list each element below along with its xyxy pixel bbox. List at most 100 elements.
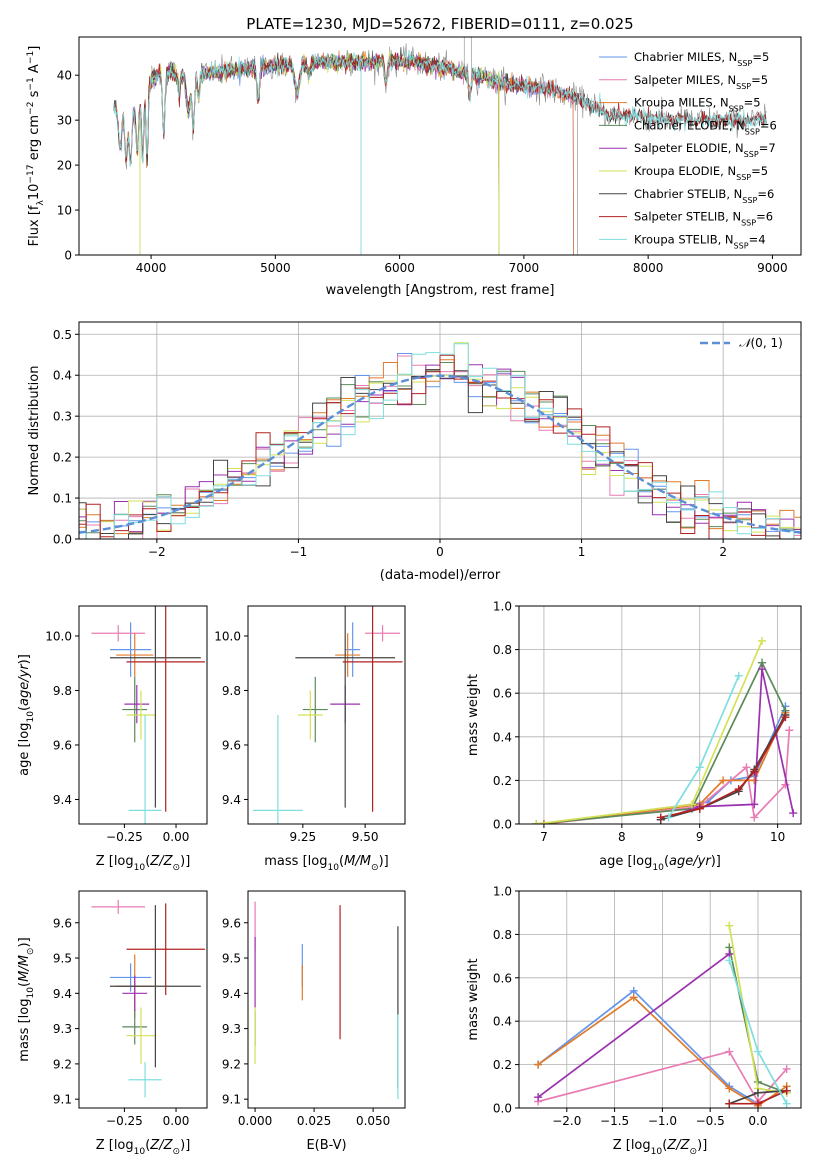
legend-label: Salpeter ELODIE, NSSP=7 — [634, 141, 776, 159]
weight-line — [537, 953, 730, 1098]
weight-marker — [532, 820, 541, 824]
weight-marker — [785, 726, 794, 735]
x-axis-label: Z [log10(Z/Z⊙)] — [96, 1138, 191, 1157]
legend-label: Chabrier MILES, NSSP=5 — [634, 50, 769, 68]
x-tick-label: 8 — [618, 830, 626, 844]
x-tick-label: 9 — [696, 830, 704, 844]
model-spectrum-line — [138, 50, 500, 255]
y-tick-label: 9.4 — [53, 793, 72, 807]
weight-marker — [750, 800, 759, 809]
normal-reference-line — [79, 374, 801, 534]
mass-vs-ebv-panel: 0.000 0.025 0.050 9.1 9.2 9.3 9.4 9.5 9.6 E(B-V) — [222, 890, 406, 1153]
errorbar-point — [122, 1009, 148, 1045]
y-tick-label: 0.4 — [493, 1015, 512, 1029]
errorbar-point — [126, 690, 156, 740]
y-tick-label: 0.2 — [53, 451, 72, 465]
model-spectrum-line — [113, 52, 767, 166]
x-tick-label: 10 — [770, 830, 785, 844]
y-axis-label: Flux [fλ10−17 erg cm−2 s−1 A−1] — [26, 46, 46, 247]
y-tick-label: 0.3 — [53, 410, 72, 424]
model-spectrum-line — [113, 47, 767, 167]
x-axis-label: mass [log10(M/M⊙)] — [264, 854, 388, 873]
weight-marker — [656, 813, 665, 822]
weight-marker — [695, 763, 704, 772]
x-axis-label: E(B-V) — [306, 1138, 346, 1153]
x-tick-label: −2.0 — [552, 1114, 581, 1128]
x-tick-label: 2 — [719, 545, 727, 559]
errorbar-point — [91, 899, 146, 914]
y-tick-label: 9.4 — [222, 793, 241, 807]
errorbar-point — [116, 633, 154, 677]
mass-vs-ebv-plot-area — [254, 901, 399, 1100]
x-tick-label: −0.25 — [106, 1114, 143, 1128]
x-axis-label: wavelength [Angstrom, rest frame] — [326, 283, 555, 298]
weight-marker — [629, 993, 638, 1002]
x-tick-label: 0 — [436, 545, 444, 559]
legend-label: Chabrier STELIB, NSSP=6 — [634, 187, 774, 205]
errorbar-point — [302, 676, 328, 743]
legend-label: Salpeter STELIB, NSSP=6 — [634, 210, 773, 228]
weight-marker — [687, 800, 696, 809]
weight-marker — [781, 713, 790, 722]
errorbar-point — [126, 903, 205, 996]
weight-marker — [725, 1084, 734, 1093]
axes-frame — [518, 605, 802, 825]
y-tick-label: 9.2 — [222, 1057, 241, 1071]
axes-frame — [247, 605, 406, 825]
x-tick-label: −0.25 — [106, 830, 143, 844]
legend-label: 𝒩(0, 1) — [739, 336, 783, 350]
y-tick-label: 1.0 — [493, 885, 512, 899]
chart-title: PLATE=1230, MJD=52672, FIBERID=0111, z=0… — [246, 15, 633, 33]
errorbar-point — [122, 676, 148, 743]
y-tick-label: 0.2 — [493, 1058, 512, 1072]
model-spectrum-line — [138, 50, 500, 255]
x-tick-label: 0.00 — [163, 1114, 190, 1128]
y-tick-label: 0.6 — [493, 687, 512, 701]
x-axis-label: age [log10(age/yr)] — [599, 854, 721, 873]
y-tick-label: 40 — [57, 69, 72, 83]
weight-marker — [734, 785, 743, 794]
spectrum-plot-area — [113, 37, 767, 255]
y-axis-label: mass weight — [466, 958, 481, 1040]
weight-line — [537, 1050, 788, 1103]
weight-marker — [758, 665, 767, 674]
errorbar-point — [124, 685, 150, 724]
histogram-step-line — [79, 369, 801, 539]
y-tick-label: 9.6 — [53, 916, 72, 930]
x-axis-label: (data-model)/error — [380, 568, 501, 583]
weight-marker — [725, 1099, 734, 1108]
weight-marker — [782, 1064, 791, 1073]
x-tick-label: 5000 — [260, 261, 291, 275]
errorbar-point — [365, 625, 401, 642]
age-vs-Z-plot-area — [91, 606, 205, 824]
legend-label: Salpeter MILES, NSSP=5 — [634, 73, 768, 91]
errorbar-point — [252, 715, 303, 824]
x-tick-label: −1.0 — [648, 1114, 677, 1128]
y-tick-label: 20 — [57, 159, 72, 173]
weight-marker — [725, 921, 734, 930]
legend-label: Kroupa ELODIE, NSSP=5 — [634, 164, 768, 182]
legend-label: Chabrier ELODIE, NSSP=6 — [634, 118, 777, 136]
y-tick-label: 9.1 — [222, 1093, 241, 1107]
y-tick-label: 0.4 — [493, 730, 512, 744]
y-axis-label: Normed distribution — [27, 366, 42, 496]
y-tick-label: 1.0 — [493, 600, 512, 614]
x-tick-label: 9.50 — [352, 830, 379, 844]
errorbar-point — [109, 905, 201, 1068]
x-tick-label: −1 — [290, 545, 308, 559]
weight-marker — [742, 763, 751, 772]
errorbar-point — [122, 975, 148, 1011]
y-tick-label: 0.8 — [493, 928, 512, 942]
mass-vs-Z-plot-area — [91, 899, 205, 1098]
y-tick-label: 9.6 — [222, 738, 241, 752]
errorbar-point — [109, 622, 152, 677]
weight-marker — [753, 1099, 762, 1108]
y-tick-label: 10.0 — [45, 629, 72, 643]
x-tick-label: 7000 — [509, 261, 540, 275]
y-tick-label: 9.5 — [53, 952, 72, 966]
model-spectrum-line — [113, 50, 767, 167]
axes-frame — [78, 36, 802, 256]
weight-marker — [719, 776, 728, 785]
x-tick-label: 0.00 — [163, 830, 190, 844]
